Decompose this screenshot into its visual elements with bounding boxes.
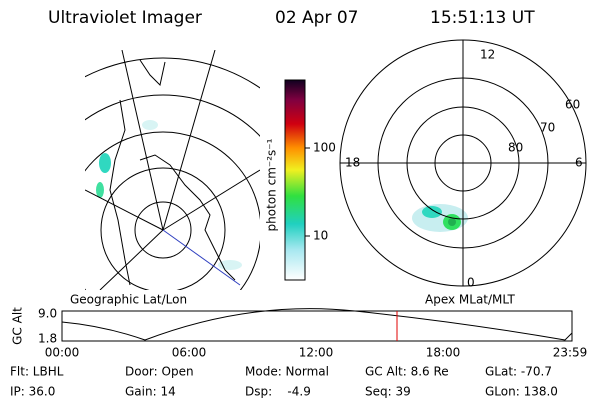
orbit-xtick: 23:59 xyxy=(553,346,588,360)
footer-field: Flt: LBHL xyxy=(10,365,64,379)
colorbar-label: photon cm⁻²s⁻¹ xyxy=(265,138,279,231)
orbit-curve xyxy=(61,308,573,341)
footer-field: Door: Open xyxy=(125,365,194,379)
footer-field: IP: 36.0 xyxy=(10,385,55,399)
mlt-label: 12 xyxy=(480,48,495,62)
date: 02 Apr 07 xyxy=(275,8,358,28)
geo-map xyxy=(85,50,260,290)
orbit-ytick: 1.8 xyxy=(38,332,57,346)
colorbar-tick-label: 100 xyxy=(313,141,336,155)
panel-label: Apex MLat/MLT xyxy=(425,293,515,307)
footer-field: GC Alt: 8.6 Re xyxy=(365,365,449,379)
time: 15:51:13 UT xyxy=(430,8,535,28)
orbit-ylabel: GC Alt xyxy=(11,307,25,345)
footer-field: Mode: Normal xyxy=(245,365,329,379)
mlt-label: 6 xyxy=(575,156,583,170)
mlt-label: 18 xyxy=(345,156,360,170)
colorbar-tick-label: 10 xyxy=(313,229,328,243)
orbit-xtick: 06:00 xyxy=(172,346,207,360)
colorbar xyxy=(284,79,306,281)
orbit-xtick: 00:00 xyxy=(45,346,80,360)
footer: Flt: LBHL Door: Open Mode: Normal GC Alt: 8… xyxy=(10,365,558,399)
orbit-xtick: 18:00 xyxy=(426,346,461,360)
lat-label: 80 xyxy=(508,141,523,155)
footer-field: Dsp: -4.9 xyxy=(245,385,311,399)
polar-map xyxy=(339,39,587,287)
orbit-frame xyxy=(61,310,573,342)
orbit-ytick: 9.0 xyxy=(38,307,57,321)
footer-field: GLat: -70.7 xyxy=(485,365,552,379)
mlt-label: 0 xyxy=(467,276,475,290)
footer-field: Seq: 39 xyxy=(365,385,411,399)
lat-label: 60 xyxy=(565,98,580,112)
instrument: Ultraviolet Imager xyxy=(48,8,202,28)
orbit-xtick: 12:00 xyxy=(299,346,334,360)
lat-label: 70 xyxy=(540,121,555,135)
footer-field: Gain: 14 xyxy=(125,385,176,399)
panel-label: Geographic Lat/Lon xyxy=(70,293,187,307)
footer-field: GLon: 138.0 xyxy=(485,385,558,399)
